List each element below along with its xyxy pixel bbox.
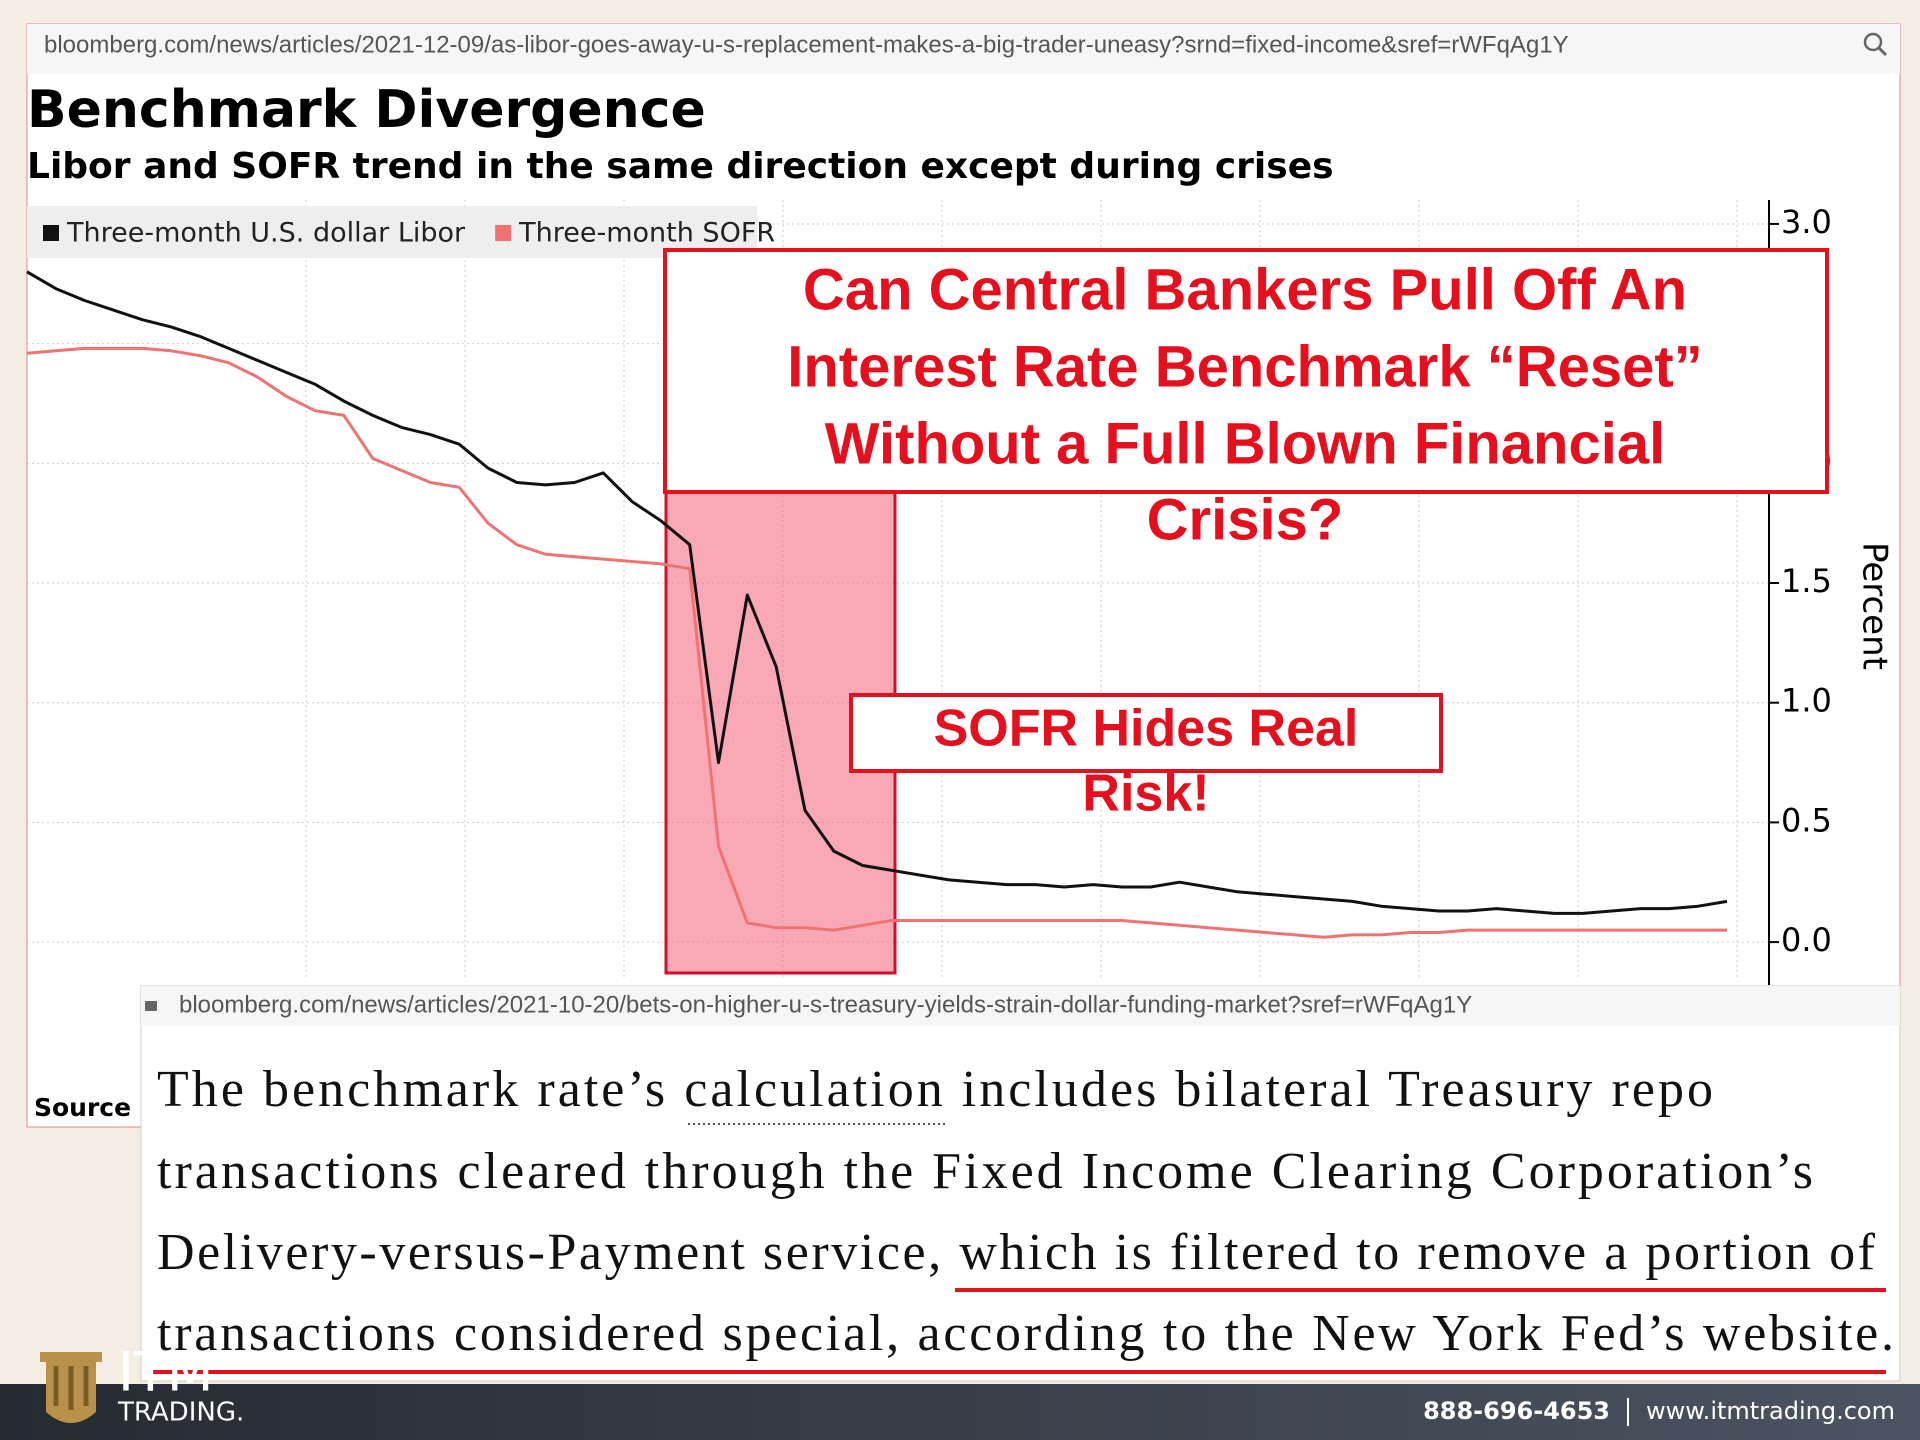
legend-label: Three-month U.S. dollar Libor — [66, 218, 466, 249]
article-screenshot — [140, 985, 1901, 1382]
headline-line: Interest Rate Benchmark “Reset” — [787, 334, 1702, 399]
legend-swatch — [495, 225, 512, 241]
chart-title: Benchmark Divergence — [27, 80, 706, 140]
y-tick-label: 0.5 — [1781, 801, 1832, 839]
article-line: Delivery-versus-Payment service, which i… — [157, 1224, 1876, 1281]
y-tick-label: 3.0 — [1781, 203, 1832, 241]
headline-box — [663, 248, 1829, 494]
phone[interactable]: 888-696-4653 — [1423, 1397, 1610, 1425]
website[interactable]: www.itmtrading.com — [1646, 1397, 1895, 1425]
y-tick-label: 1.5 — [1781, 562, 1832, 600]
chart-subtitle: Libor and SOFR trend in the same directi… — [27, 146, 1334, 187]
url-bar — [27, 24, 1900, 74]
series-line — [26, 270, 1728, 915]
article-url-bar — [141, 986, 1900, 1026]
article-line: The benchmark rate’s calculation include… — [157, 1061, 1713, 1118]
brand: ITM — [118, 1341, 214, 1404]
legend-bg — [27, 206, 757, 258]
chart-screenshot — [26, 23, 1901, 1128]
callout-line: Risk! — [1082, 765, 1209, 823]
article-url[interactable]: bloomberg.com/news/articles/2021-10-20/b… — [179, 991, 1472, 1018]
headline-line: Crisis? — [1147, 487, 1344, 552]
headline-line: Without a Full Blown Financial — [825, 411, 1665, 476]
callout-box — [849, 693, 1443, 773]
y-tick-label: 0.0 — [1781, 921, 1832, 959]
article-line: transactions cleared through the Fixed I… — [157, 1143, 1813, 1200]
brand-sub: TRADING. — [117, 1398, 244, 1428]
article-line: transactions considered special, accordi… — [157, 1305, 1894, 1362]
footer-bar — [0, 1384, 1920, 1440]
headline-line: Can Central Bankers Pull Off An — [803, 257, 1687, 322]
url[interactable]: bloomberg.com/news/articles/2021-12-09/a… — [44, 31, 1569, 58]
source-label: Source — [34, 1093, 131, 1122]
series-line — [26, 346, 1727, 939]
search-icon[interactable] — [1863, 32, 1883, 52]
legend-label: Three-month SOFR — [518, 218, 775, 249]
y-tick-label: 1.0 — [1781, 682, 1832, 720]
callout-line: SOFR Hides Real — [934, 700, 1359, 758]
y-axis-label: Percent — [1855, 542, 1895, 670]
legend-swatch — [43, 225, 59, 241]
